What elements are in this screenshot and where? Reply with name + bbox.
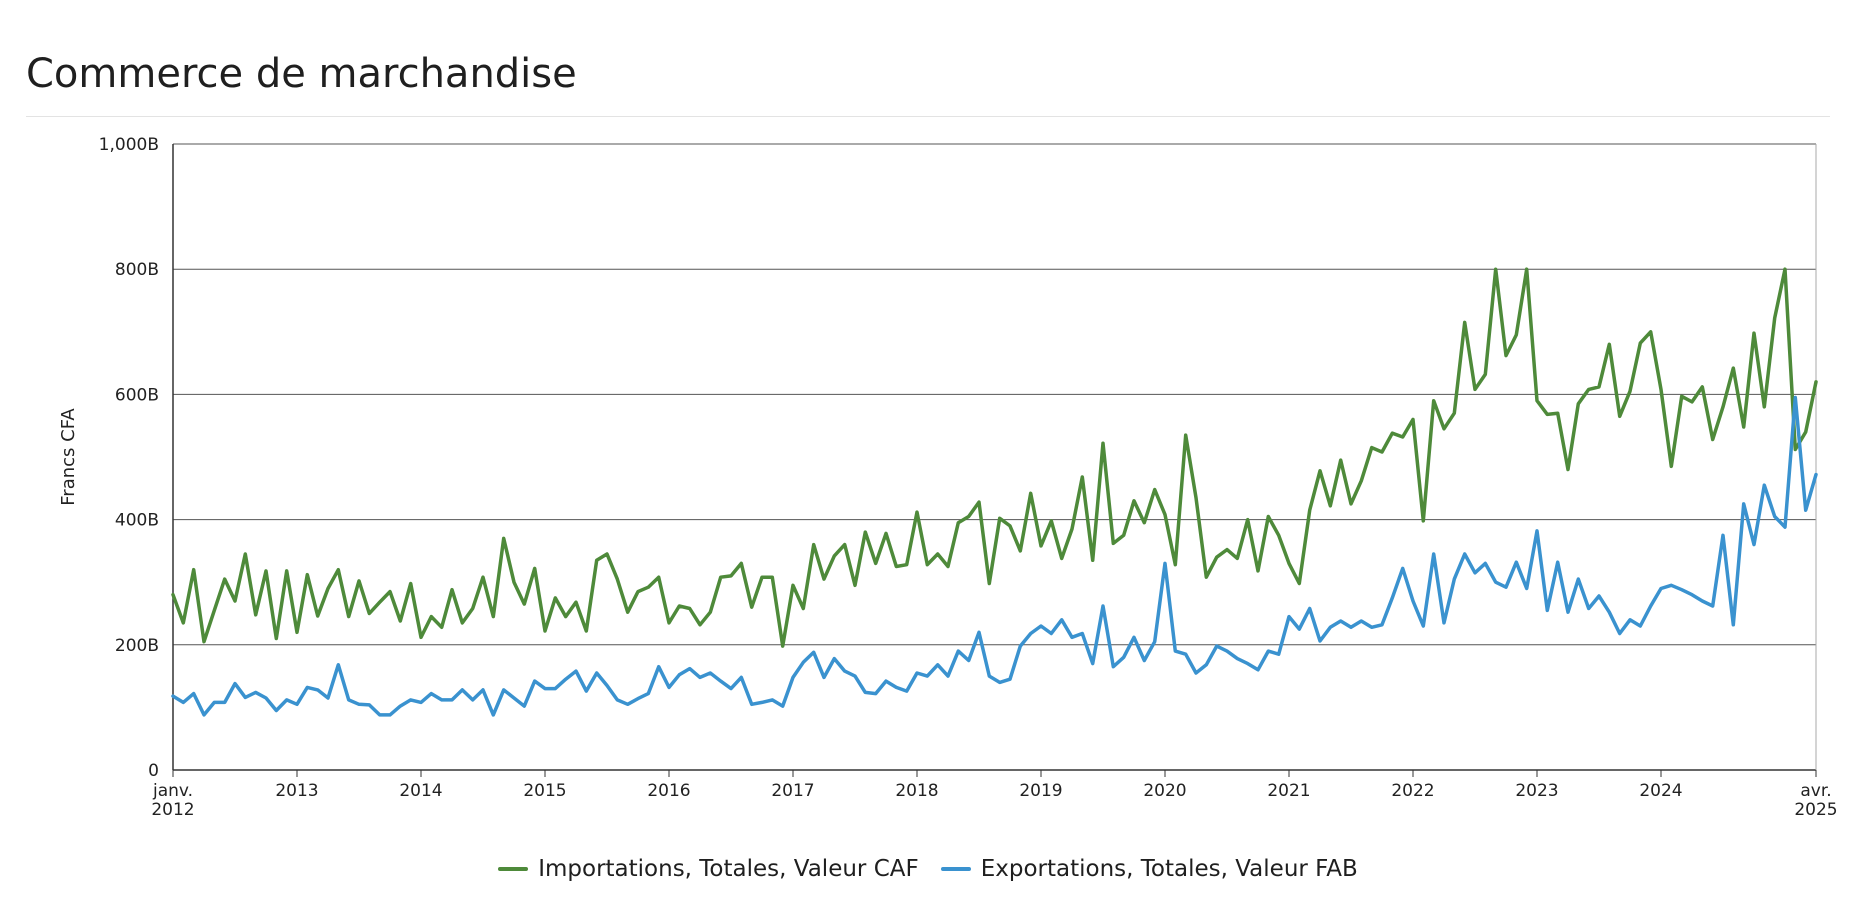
exports-series-line[interactable] <box>171 395 1818 717</box>
legend-item-exports[interactable]: Exportations, Totales, Valeur FAB <box>940 856 1358 882</box>
x-tick-label: 2023 <box>1515 781 1558 801</box>
legend-swatch <box>498 867 529 871</box>
legend-label: Exportations, Totales, Valeur FAB <box>980 856 1358 882</box>
x-tick-label: 2017 <box>771 781 814 801</box>
x-tick-label: 2021 <box>1267 781 1310 801</box>
y-tick-label: 1,000B <box>99 135 159 155</box>
x-tick-label: avr. <box>1800 781 1831 801</box>
y-tick-label: 0 <box>148 761 159 781</box>
x-tick-label: 2016 <box>647 781 690 801</box>
legend-swatch <box>940 867 971 871</box>
x-tick-label: 2018 <box>895 781 938 801</box>
x-tick-label: 2022 <box>1391 781 1434 801</box>
imports-series-line[interactable] <box>171 267 1818 648</box>
legend-label: Importations, Totales, Valeur CAF <box>538 856 919 882</box>
y-axis-title: Francs CFA <box>58 408 79 506</box>
x-tick-label: 2013 <box>275 781 318 801</box>
chart-legend: Importations, Totales, Valeur CAF Exporta… <box>0 856 1856 882</box>
x-tick-label: 2015 <box>523 781 566 801</box>
axis-layer: 0 200B 400B 600B 800B 1,000B janv.2012 2013 2014… <box>99 135 1838 820</box>
x-tick-label-year: 2025 <box>1794 800 1837 820</box>
x-tick-label-year: 2012 <box>151 800 194 820</box>
series-layer <box>171 267 1818 717</box>
grid-layer <box>173 143 1816 771</box>
y-tick-label: 200B <box>115 636 159 656</box>
x-tick-label: 2014 <box>399 781 442 801</box>
y-tick-label: 600B <box>115 385 159 405</box>
legend-item-imports[interactable]: Importations, Totales, Valeur CAF <box>498 856 919 882</box>
y-tick-label: 800B <box>115 260 159 280</box>
page-title: Commerce de marchandise <box>26 51 577 97</box>
x-tick-label: janv. <box>152 781 193 801</box>
x-tick-label: 2019 <box>1019 781 1062 801</box>
x-tick-label: 2020 <box>1143 781 1186 801</box>
merchandise-trade-line-chart: 0 200B 400B 600B 800B 1,000B janv.2012 2013 2014… <box>58 135 1838 820</box>
y-tick-label: 400B <box>115 511 159 531</box>
title-divider <box>26 116 1830 117</box>
x-tick-label: 2024 <box>1639 781 1682 801</box>
